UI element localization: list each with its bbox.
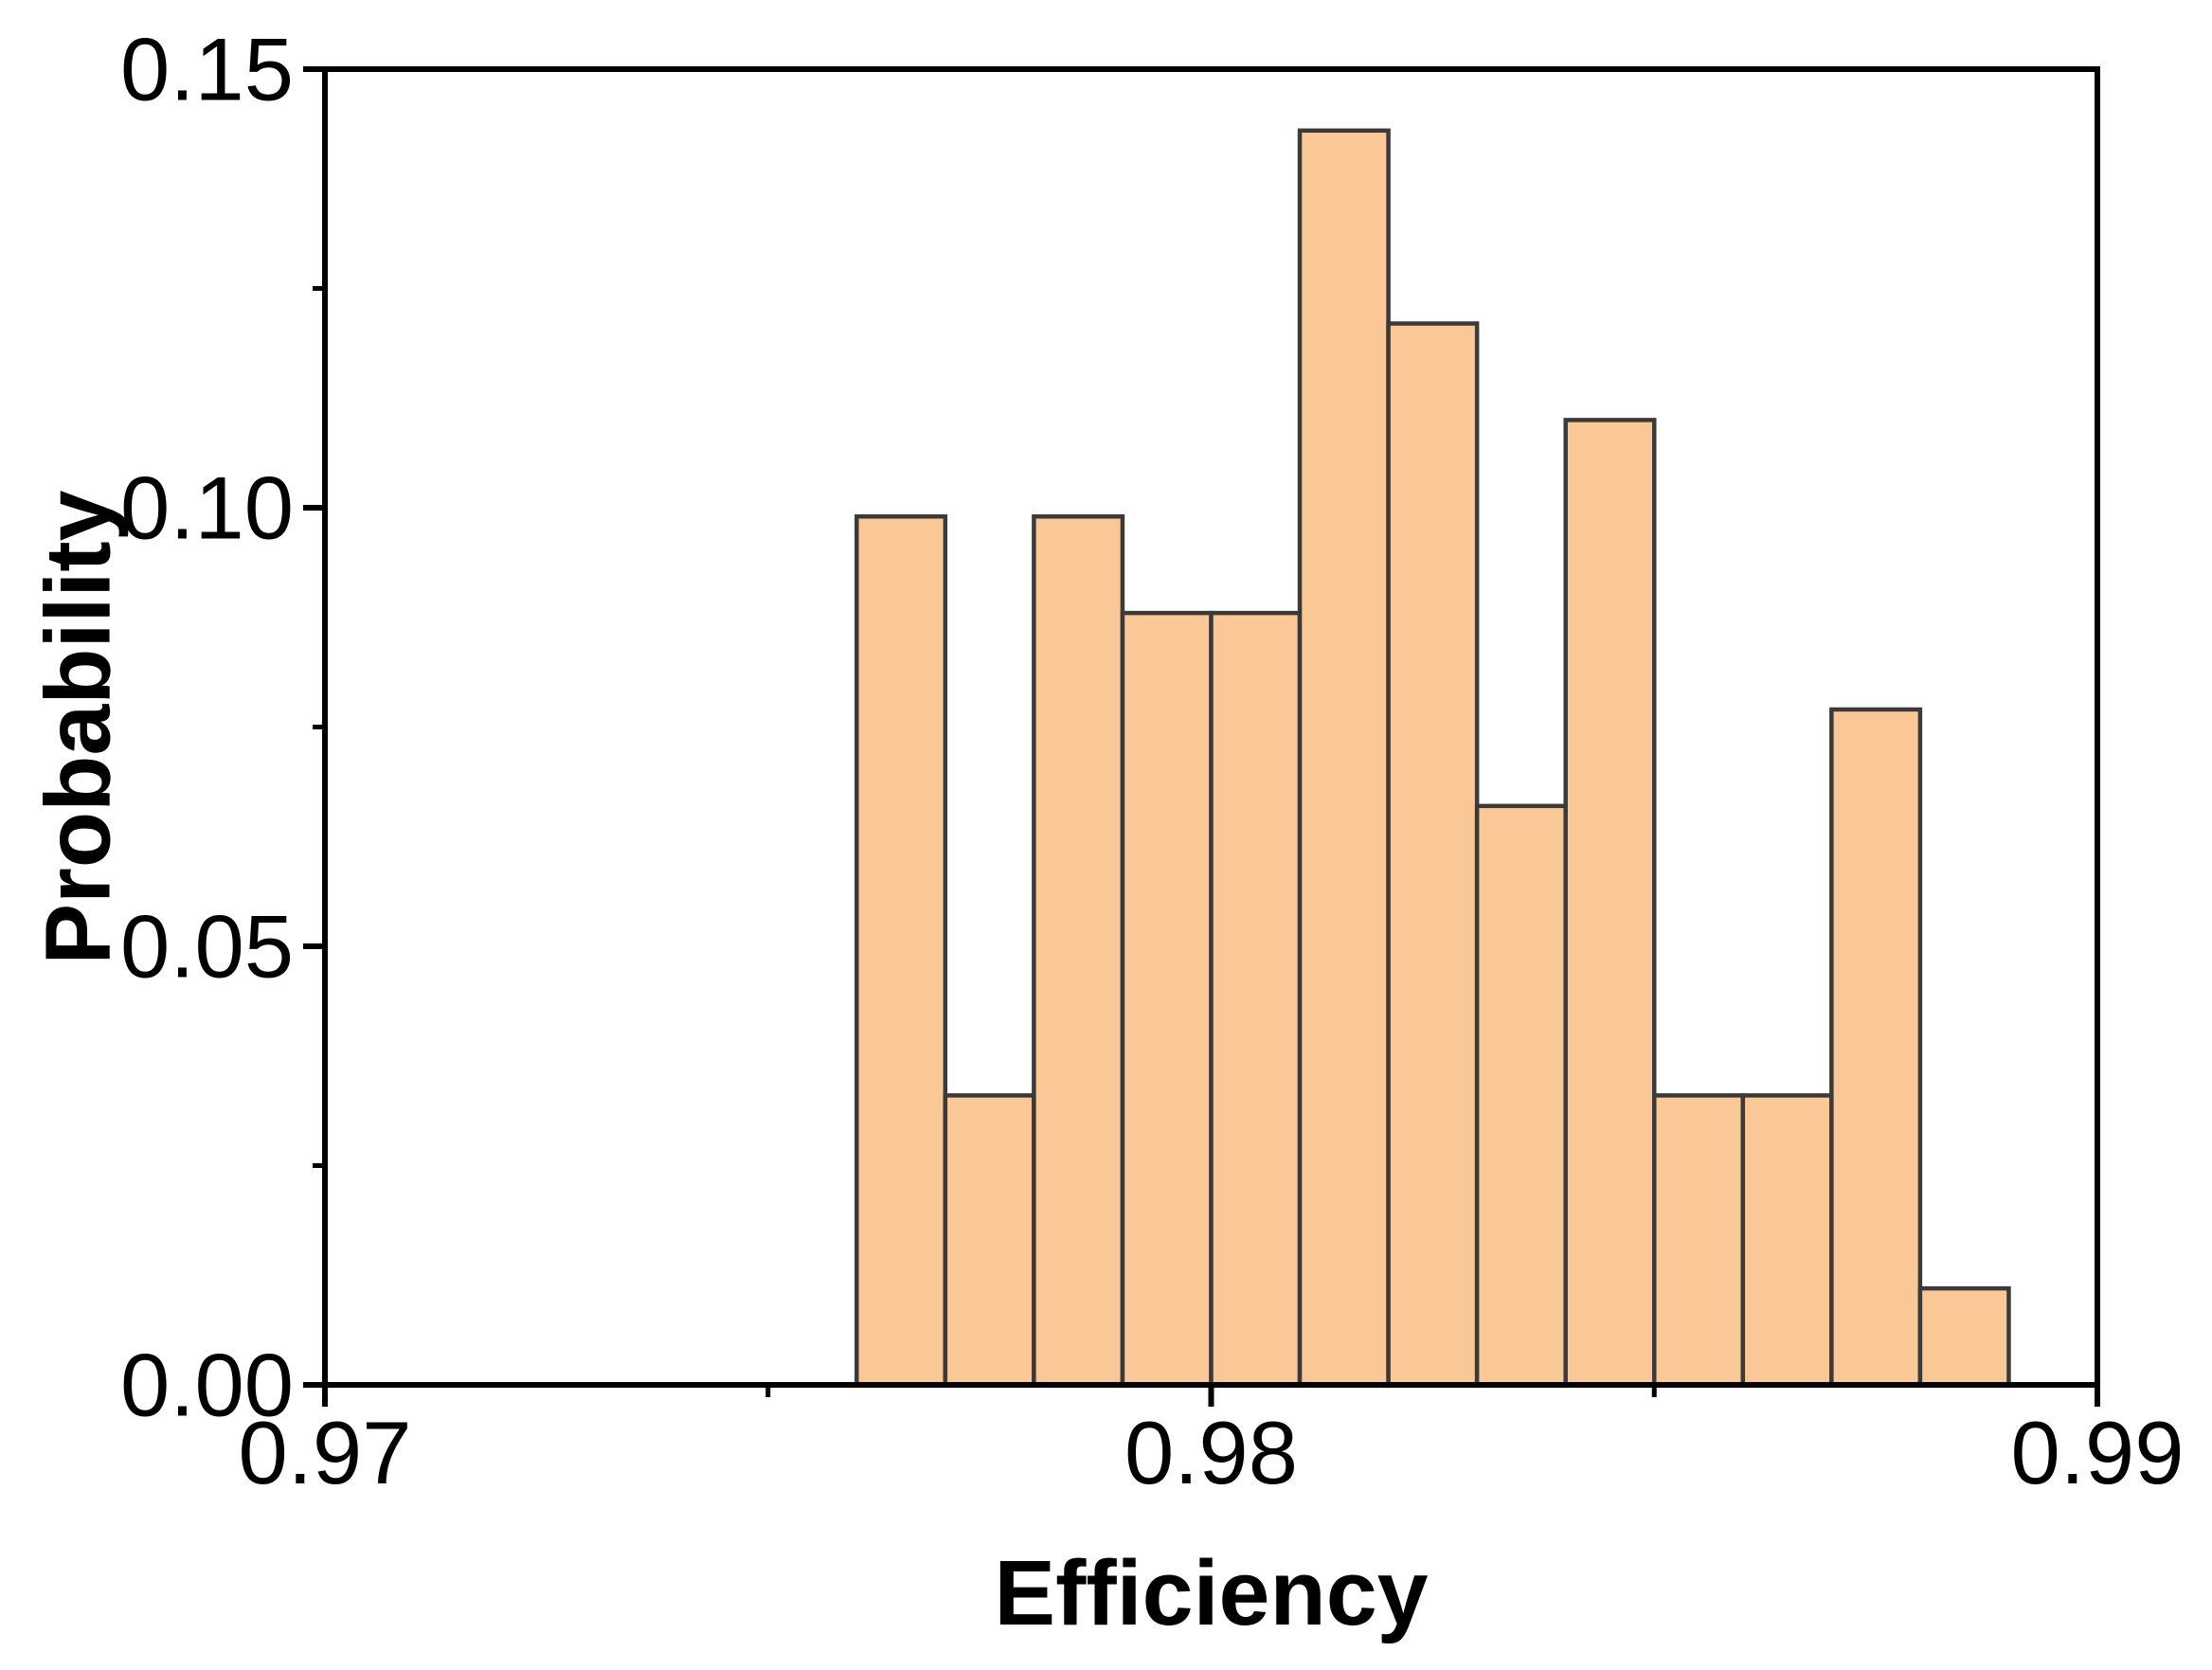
histogram-bar xyxy=(1563,418,1657,1388)
x-tick-label: 0.98 xyxy=(1124,1403,1298,1502)
histogram-bar xyxy=(1474,803,1568,1388)
y-tick-label: 0.00 xyxy=(120,1336,294,1435)
histogram-bar xyxy=(854,514,948,1388)
histogram-bar xyxy=(1386,321,1480,1388)
x-tick-label: 0.99 xyxy=(2011,1403,2185,1502)
histogram-bar xyxy=(1652,1093,1746,1388)
y-axis-title: Probability xyxy=(26,490,130,965)
x-tick-label: 0.97 xyxy=(239,1403,412,1502)
histogram-bar xyxy=(943,1093,1036,1388)
histogram-bar xyxy=(1120,610,1214,1388)
y-tick-label: 0.15 xyxy=(120,20,294,119)
histogram-bar xyxy=(1740,1093,1834,1388)
y-tick-label: 0.05 xyxy=(120,897,294,997)
histogram-bar xyxy=(1297,128,1391,1388)
x-axis-title: Efficiency xyxy=(994,1541,1429,1644)
histogram-bar xyxy=(1209,610,1303,1388)
histogram-bar xyxy=(1829,707,1923,1388)
histogram-bar xyxy=(1917,1285,2011,1388)
y-tick-label: 0.10 xyxy=(120,458,294,558)
histogram-bar xyxy=(1032,514,1125,1388)
